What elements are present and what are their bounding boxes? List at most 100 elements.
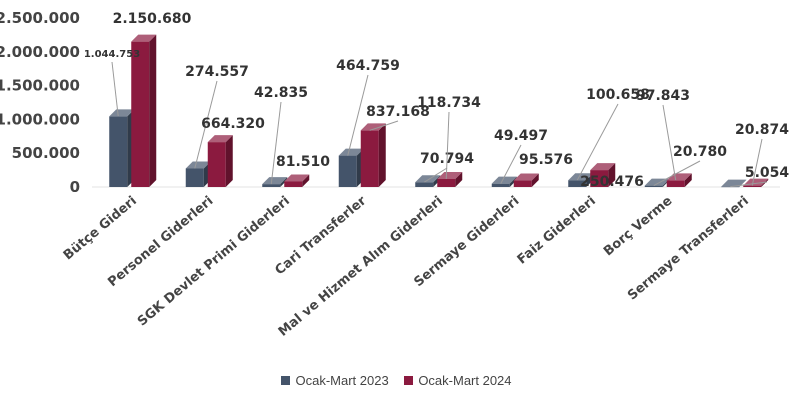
- data-label-series-2: 81.510: [276, 154, 330, 170]
- bar-top-face: [185, 161, 211, 169]
- bar-side-face: [280, 177, 288, 187]
- bar-series-1: [338, 148, 364, 187]
- bar-top-face: [513, 173, 539, 181]
- bar-top-face: [721, 179, 747, 187]
- y-axis-tick-label: 1.000.000: [0, 110, 80, 128]
- bar-front-face: [262, 184, 281, 187]
- data-label-series-2: 664.320: [201, 116, 265, 132]
- data-label-leader-line: [445, 111, 450, 179]
- chart-data-labels: 1.044.753274.55742.835464.75970.79449.49…: [84, 11, 790, 190]
- bar-front-face: [284, 181, 303, 187]
- data-label-series-1: 1.044.753: [84, 49, 140, 60]
- bar-series-1: [415, 175, 441, 187]
- y-axis-tick-label: 1.500.000: [0, 77, 80, 95]
- bar-front-face: [644, 185, 663, 187]
- bar-chart: 2.500.000 2.000.000 1.500.000 1.000.000 500.…: [0, 9, 790, 340]
- data-label-leader-line: [194, 80, 218, 169]
- bar-side-face: [531, 173, 539, 187]
- bar-side-face: [225, 135, 233, 187]
- data-label-series-2: 118.734: [417, 95, 481, 111]
- bar-front-face: [743, 185, 762, 187]
- bar-series-2: [513, 173, 539, 187]
- bar-front-face: [513, 180, 532, 187]
- bar-series-2: [360, 123, 386, 187]
- bar-series-2: [207, 135, 233, 187]
- data-label-leader-line: [653, 160, 701, 187]
- bar-series-2: [131, 34, 157, 188]
- bar-front-face: [360, 130, 379, 187]
- data-label-series-1: 464.759: [336, 58, 400, 74]
- bar-front-face: [491, 183, 510, 187]
- bar-side-face: [608, 163, 616, 187]
- bar-top-face: [338, 148, 364, 156]
- bar-series-1: [644, 178, 670, 187]
- data-label-series-2: 837.168: [366, 104, 430, 120]
- data-label-series-1: 20.780: [673, 144, 727, 160]
- bar-series-2: [590, 163, 616, 187]
- x-axis-category-label: Sermaye Transferleri: [625, 194, 752, 304]
- bar-series-1: [491, 176, 517, 187]
- data-label-leader-line: [369, 120, 399, 131]
- data-label-series-1: 274.557: [185, 64, 249, 80]
- bar-side-face: [761, 178, 769, 187]
- data-label-leader-line: [347, 74, 369, 156]
- legend-label-series-2: Ocak-Mart 2024: [418, 373, 512, 388]
- data-label-series-2: 20.874: [735, 122, 789, 138]
- bar-top-face: [437, 171, 463, 179]
- bar-front-face: [590, 170, 609, 187]
- data-label-leader-line: [111, 61, 119, 117]
- bar-top-face: [491, 176, 517, 184]
- data-label-leader-line: [270, 101, 282, 185]
- bar-top-face: [131, 34, 157, 42]
- y-axis-tick-label: 0: [70, 178, 80, 196]
- bar-front-face: [666, 180, 685, 187]
- bar-series-1: [262, 177, 288, 187]
- data-label-series-2: 95.576: [519, 152, 573, 168]
- bar-side-face: [302, 174, 310, 187]
- bar-series-1: [109, 109, 135, 187]
- data-label-leader-line: [576, 103, 619, 181]
- bar-front-face: [185, 168, 204, 187]
- bar-top-face: [568, 173, 594, 181]
- bar-series-1: [185, 161, 211, 187]
- data-label-series-2: 250.476: [580, 174, 644, 190]
- x-axis-category-label: Bütçe Gideri: [61, 194, 140, 264]
- legend-item-series-1: Ocak-Mart 2023: [281, 373, 389, 388]
- data-label-series-1: 42.835: [254, 85, 308, 101]
- bar-front-face: [415, 182, 434, 187]
- y-axis-tick-label: 2.000.000: [0, 43, 80, 61]
- bar-front-face: [207, 142, 226, 187]
- x-axis-category-label: Mal ve Hizmet Alım Giderleri: [276, 194, 446, 340]
- legend-item-series-2: Ocak-Mart 2024: [404, 373, 512, 388]
- x-axis-category-label: SGK Devlet Primi Giderleri: [135, 194, 293, 330]
- y-axis-tick-label: 500.000: [12, 144, 80, 162]
- data-label-series-1: 5.054: [745, 165, 790, 181]
- bar-side-face: [378, 123, 386, 187]
- bar-top-face: [262, 177, 288, 185]
- bar-top-face: [360, 123, 386, 131]
- bar-side-face: [509, 176, 517, 187]
- bar-front-face: [131, 41, 150, 188]
- bar-front-face: [568, 180, 587, 187]
- bar-front-face: [338, 155, 357, 187]
- bar-series-2: [284, 174, 310, 187]
- data-label-series-2: 2.150.680: [113, 11, 192, 27]
- bar-side-face: [149, 34, 157, 188]
- data-label-leader-line: [730, 181, 768, 188]
- bar-top-face: [415, 175, 441, 183]
- legend-swatch-series-2: [404, 376, 414, 385]
- data-label-series-1: 49.497: [494, 128, 548, 144]
- legend-swatch-series-1: [281, 376, 291, 385]
- bar-front-face: [109, 116, 128, 187]
- legend-label-series-1: Ocak-Mart 2023: [295, 373, 389, 388]
- bar-front-face: [437, 178, 456, 187]
- bar-front-face: [721, 186, 740, 188]
- bar-series-2: [437, 171, 463, 187]
- data-label-leader-line: [662, 104, 677, 181]
- data-label-series-2: 97.843: [636, 88, 690, 104]
- data-label-series-1: 100.658: [586, 87, 650, 103]
- chart-bars: [109, 34, 769, 188]
- x-axis-category-label: Borç Verme: [601, 193, 675, 259]
- x-axis-category-label: Faiz Giderleri: [515, 194, 599, 268]
- bar-top-face: [109, 109, 135, 117]
